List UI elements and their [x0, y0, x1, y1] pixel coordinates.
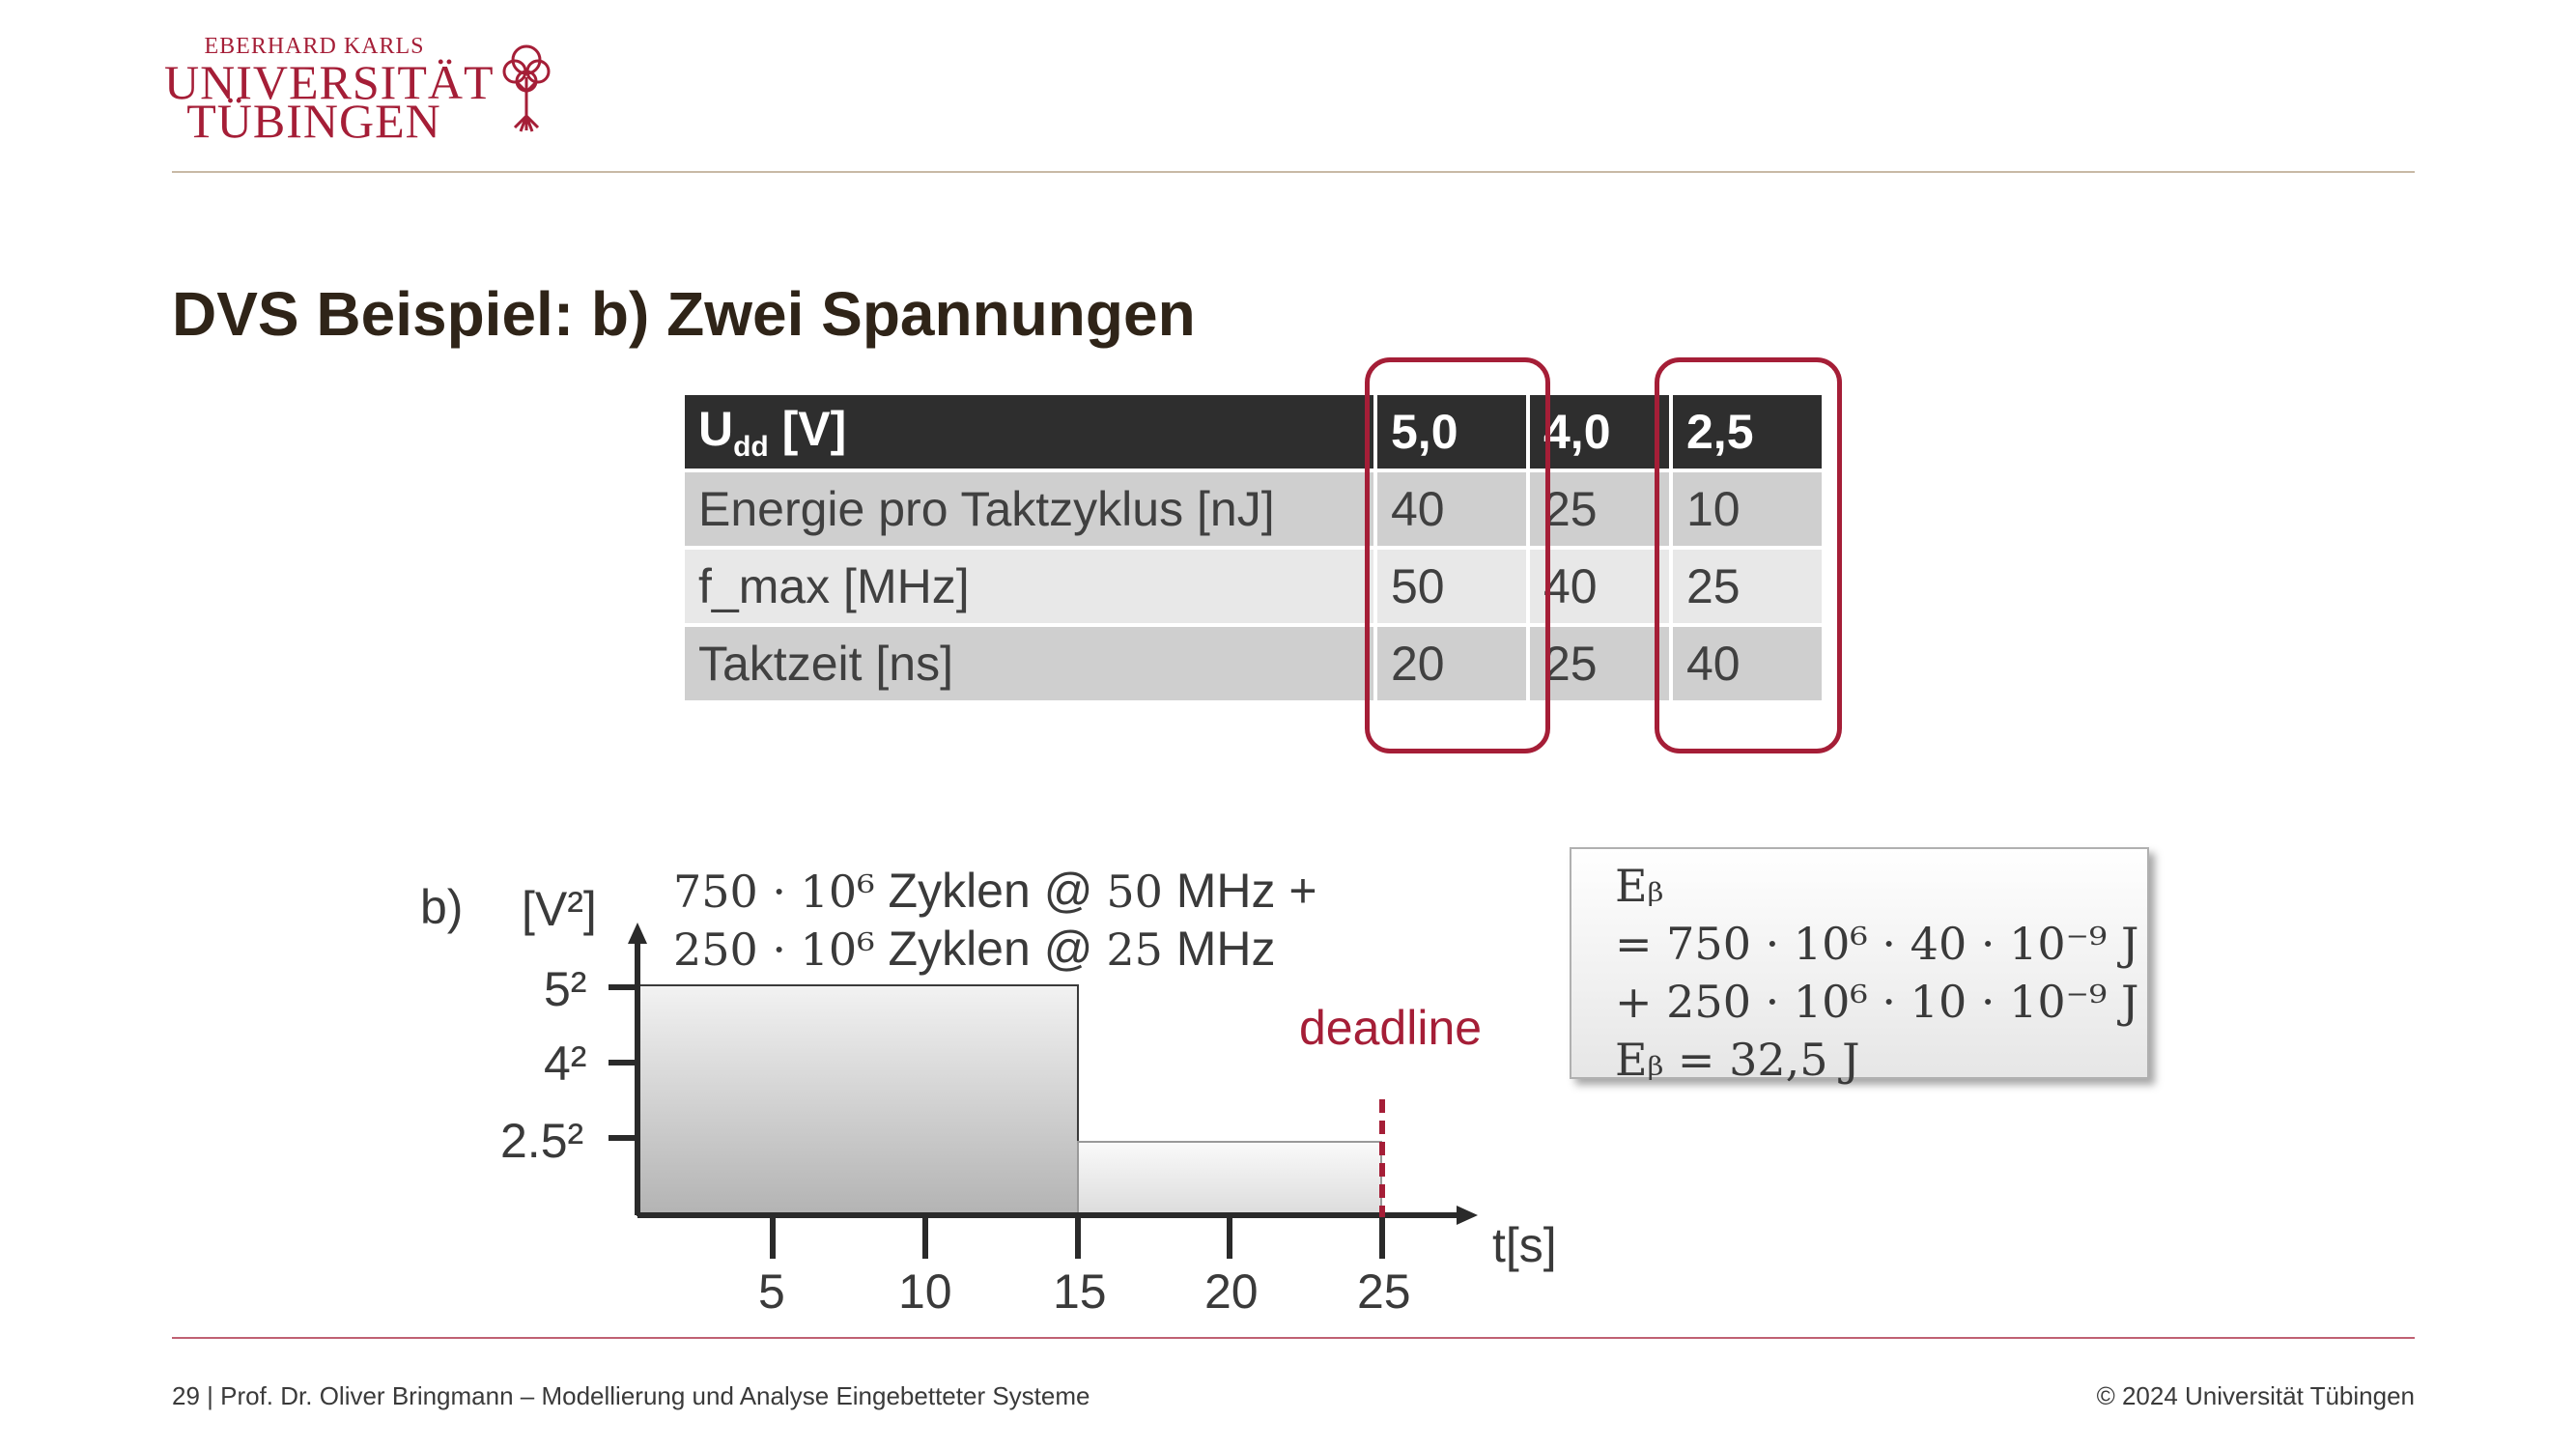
- table-row-label: Taktzeit [ns]: [685, 627, 1373, 700]
- table-header-cell: 5,0: [1377, 395, 1526, 469]
- table-cell: 20: [1377, 627, 1526, 700]
- table-cell: 40: [1673, 627, 1822, 700]
- footer-divider: [172, 1337, 2415, 1339]
- x-axis-unit: t[s]: [1492, 1218, 1557, 1272]
- x-axis-arrow-icon: [1457, 1206, 1478, 1225]
- cycles-count-1: 750 · 10⁶: [673, 866, 875, 918]
- table-row-label: Energie pro Taktzyklus [nJ]: [685, 472, 1373, 546]
- voltage-table: Udd [V] 5,0 4,0 2,5 Energie pro Taktzykl…: [681, 391, 1826, 704]
- logo-university-small: EBERHARD KARLS: [204, 34, 425, 59]
- table-cell: 50: [1377, 550, 1526, 623]
- table-cell: 25: [1530, 472, 1669, 546]
- frequency-unit-2: MHz: [1162, 922, 1276, 976]
- table-row: f_max [MHz] 50 40 25: [685, 550, 1822, 623]
- y-axis-unit: [V²]: [522, 882, 597, 936]
- table-row-label: f_max [MHz]: [685, 550, 1373, 623]
- udd-unit: [V]: [768, 401, 847, 456]
- tree-icon: [502, 44, 551, 132]
- x-tick-label: 15: [1053, 1264, 1107, 1319]
- x-tick-label: 10: [898, 1264, 952, 1319]
- cycles-text-1: Zyklen @: [874, 864, 1107, 918]
- logo-university-city: TÜBINGEN: [186, 94, 441, 148]
- highlight-5v-column: [1365, 357, 1550, 753]
- footer-copyright: © 2024 Universität Tübingen: [2096, 1381, 2415, 1410]
- footer-lecture-info: 29 | Prof. Dr. Oliver Bringmann – Modell…: [172, 1381, 1090, 1410]
- axis-ticks: [609, 984, 1385, 1259]
- frequency-2: 25: [1106, 923, 1163, 976]
- cycles-description-line1: 750 · 10⁶ Zyklen @ 50 MHz +: [673, 863, 1317, 919]
- logo-university-name: UNIVERSITÄT: [164, 55, 495, 109]
- table-cell: 25: [1673, 550, 1822, 623]
- udd-symbol: U: [698, 401, 734, 456]
- x-tick-label: 25: [1357, 1264, 1411, 1319]
- table-header-row: Udd [V] 5,0 4,0 2,5: [685, 395, 1822, 469]
- highlight-2-5v-column: [1655, 357, 1842, 753]
- y-tick-label: 5²: [544, 962, 587, 1016]
- table-header-cell: 4,0: [1530, 395, 1669, 469]
- equation-line: = 750 · 10⁶ · 40 · 10⁻⁹ J: [1615, 918, 2139, 970]
- y-axis-arrow-icon: [628, 923, 647, 944]
- table-header-cell: 2,5: [1673, 395, 1822, 469]
- table-header-label: Udd [V]: [685, 395, 1373, 469]
- equation-line: + 250 · 10⁶ · 10 · 10⁻⁹ J: [1615, 976, 2139, 1028]
- cycles-description-line2: 250 · 10⁶ Zyklen @ 25 MHz: [673, 921, 1276, 977]
- frequency-unit-1: MHz +: [1162, 864, 1317, 918]
- frequency-1: 50: [1106, 866, 1163, 918]
- header-divider: [172, 171, 2415, 173]
- subfigure-label: b): [420, 880, 464, 934]
- x-tick-label: 5: [758, 1264, 785, 1319]
- table-row: Energie pro Taktzyklus [nJ] 40 25 10: [685, 472, 1822, 546]
- table-row: Taktzeit [ns] 20 25 40: [685, 627, 1822, 700]
- cycles-text-2: Zyklen @: [874, 922, 1107, 976]
- y-tick-label: 4²: [544, 1037, 587, 1091]
- cycles-count-2: 250 · 10⁶: [673, 923, 875, 976]
- deadline-label: deadline: [1299, 1001, 1483, 1055]
- udd-subscript: dd: [733, 430, 769, 463]
- table-cell: 40: [1530, 550, 1669, 623]
- table-cell: 40: [1377, 472, 1526, 546]
- equation-line: Eᵦ = 32,5 J: [1615, 1034, 1860, 1086]
- equation-line: Eᵦ: [1615, 860, 1664, 912]
- y-tick-label: 2.5²: [500, 1114, 584, 1168]
- table-cell: 10: [1673, 472, 1822, 546]
- energy-equation-box: Eᵦ = 750 · 10⁶ · 40 · 10⁻⁹ J + 250 · 10⁶…: [1570, 847, 2149, 1086]
- table-cell: 25: [1530, 627, 1669, 700]
- phase-low-voltage-area: [1077, 1141, 1382, 1216]
- slide-title: DVS Beispiel: b) Zwei Spannungen: [172, 279, 1196, 349]
- x-tick-label: 20: [1204, 1264, 1259, 1319]
- phase-high-voltage-area: [637, 984, 1079, 1216]
